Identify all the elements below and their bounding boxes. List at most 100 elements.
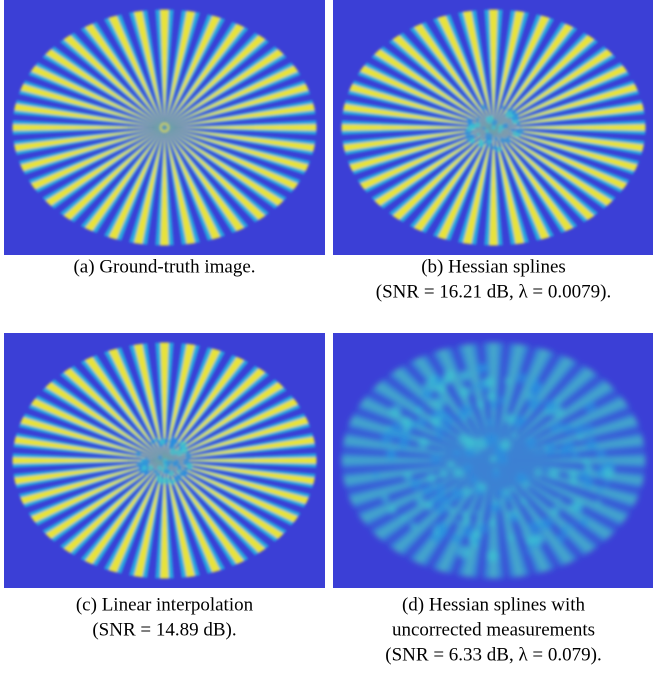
noise-blob	[411, 398, 415, 402]
noise-blob	[517, 128, 524, 135]
noise-blob	[400, 417, 412, 429]
noise-blob	[441, 451, 445, 455]
noise-blob	[426, 473, 436, 483]
noise-blob	[506, 137, 510, 141]
noise-blob	[463, 464, 472, 473]
noise-blob	[487, 550, 499, 562]
noise-blob	[527, 477, 531, 481]
noise-blob	[492, 470, 500, 478]
panel-image	[333, 333, 653, 588]
noise-blob	[498, 490, 505, 497]
noise-blob	[497, 454, 508, 465]
noise-blob	[157, 465, 162, 470]
noise-blob	[388, 506, 396, 514]
noise-blob	[447, 506, 454, 513]
noise-blob	[456, 520, 460, 524]
noise-blob	[476, 364, 486, 374]
noise-blob	[540, 518, 552, 530]
noise-blob	[561, 526, 569, 534]
noise-blob	[457, 545, 470, 558]
noise-blob	[472, 542, 478, 548]
noise-blob	[156, 475, 163, 482]
noise-blob	[494, 137, 498, 141]
noise-blob	[581, 449, 585, 453]
noise-blob	[494, 146, 499, 151]
noise-blob	[431, 454, 441, 464]
noise-blob	[460, 386, 471, 397]
noise-blob	[518, 473, 525, 480]
noise-blob	[474, 448, 479, 453]
noise-blob	[605, 481, 609, 485]
noise-blob	[511, 129, 515, 133]
noise-blob	[508, 535, 514, 541]
noise-blob	[517, 373, 527, 383]
noise-blob	[563, 424, 572, 433]
noise-blob	[386, 425, 391, 430]
noise-blob	[532, 389, 536, 393]
caption-line: (c) Linear interpolation	[76, 594, 254, 615]
caption-line: (SNR = 16.21 dB, λ = 0.0079).	[376, 281, 611, 302]
noise-blob	[404, 472, 413, 481]
caption-line: (b) Hessian splines	[421, 256, 566, 277]
noise-blob	[585, 439, 597, 451]
noise-blob	[463, 511, 466, 514]
noise-blob	[181, 469, 189, 477]
noise-blob	[150, 439, 155, 444]
noise-blob	[472, 490, 475, 493]
noise-blob	[401, 516, 406, 521]
noise-blob	[526, 549, 532, 555]
noise-blob	[479, 455, 482, 458]
noise-blob	[499, 439, 511, 451]
noise-blob	[381, 430, 393, 442]
noise-blob	[488, 519, 496, 527]
noise-blob	[476, 401, 484, 409]
noise-blob	[163, 463, 167, 467]
noise-blob	[500, 137, 506, 143]
noise-blob	[574, 424, 585, 435]
noise-blob	[177, 465, 182, 470]
noise-blob	[579, 518, 588, 527]
noise-blob	[475, 511, 479, 515]
noise-blob	[478, 524, 487, 533]
noise-blob	[490, 401, 498, 409]
noise-blob	[504, 378, 510, 384]
noise-blob	[480, 104, 486, 110]
noise-blob	[499, 397, 506, 404]
noise-blob	[459, 370, 470, 381]
noise-blob	[484, 433, 497, 446]
noise-blob	[498, 130, 501, 133]
noise-blob	[172, 462, 175, 465]
noise-blob	[462, 487, 472, 497]
noise-blob	[428, 405, 431, 408]
noise-blob	[505, 414, 516, 425]
noise-blob	[443, 496, 452, 505]
noise-blob	[422, 485, 433, 496]
noise-blob	[177, 470, 180, 473]
noise-blob	[418, 419, 421, 422]
noise-blob	[556, 398, 561, 403]
noise-blob	[452, 534, 461, 543]
noise-blob	[569, 523, 574, 528]
noise-blob	[429, 375, 437, 383]
noise-blob	[602, 466, 614, 478]
noise-blob	[528, 521, 540, 533]
noise-blob	[597, 450, 606, 459]
noise-blob	[556, 423, 564, 431]
noise-blob	[136, 461, 143, 468]
noise-blob	[571, 500, 583, 512]
caption-line: (d) Hessian splines with	[402, 594, 586, 615]
noise-blob	[439, 469, 448, 478]
noise-blob	[477, 482, 486, 491]
noise-blob	[447, 461, 455, 469]
noise-blob	[532, 533, 544, 545]
noise-blob	[470, 476, 478, 484]
noise-blob	[585, 425, 594, 434]
noise-blob	[387, 451, 396, 460]
noise-blob	[548, 468, 559, 479]
noise-blob	[464, 518, 472, 526]
caption-line: (SNR = 6.33 dB, λ = 0.079).	[385, 644, 601, 665]
noise-blob	[410, 479, 421, 490]
noise-blob	[510, 486, 515, 491]
noise-blob	[185, 453, 192, 460]
noise-blob	[373, 472, 379, 478]
